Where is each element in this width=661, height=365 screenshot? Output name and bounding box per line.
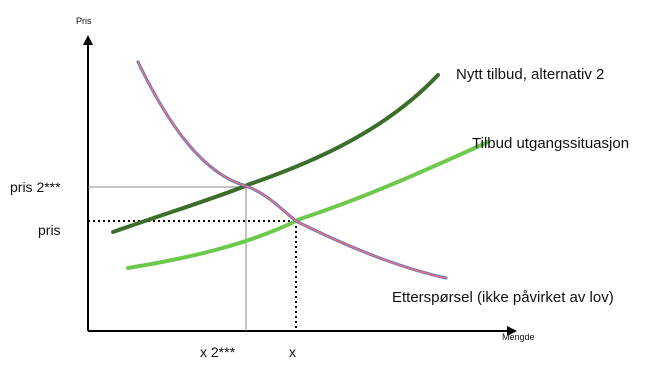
curve-demand-overlay [137,61,447,279]
curve-supply-new [111,73,440,234]
x-tick-label-x2: x 2*** [200,344,236,360]
label-supply-new: Nytt tilbud, alternativ 2 [456,66,604,83]
x-tick-label-x: x [289,344,296,360]
label-supply-base: Tilbud utgangssituasjon [472,135,629,152]
y-axis-title: Pris [76,16,92,26]
curve-supply-base [126,140,490,270]
y-tick-label-pris2: pris 2*** [10,179,61,195]
x-axis-title: Mengde [502,332,535,342]
y-tick-label-pris: pris [38,222,61,238]
label-demand: Etterspørsel (ikke påvirket av lov) [392,289,614,306]
